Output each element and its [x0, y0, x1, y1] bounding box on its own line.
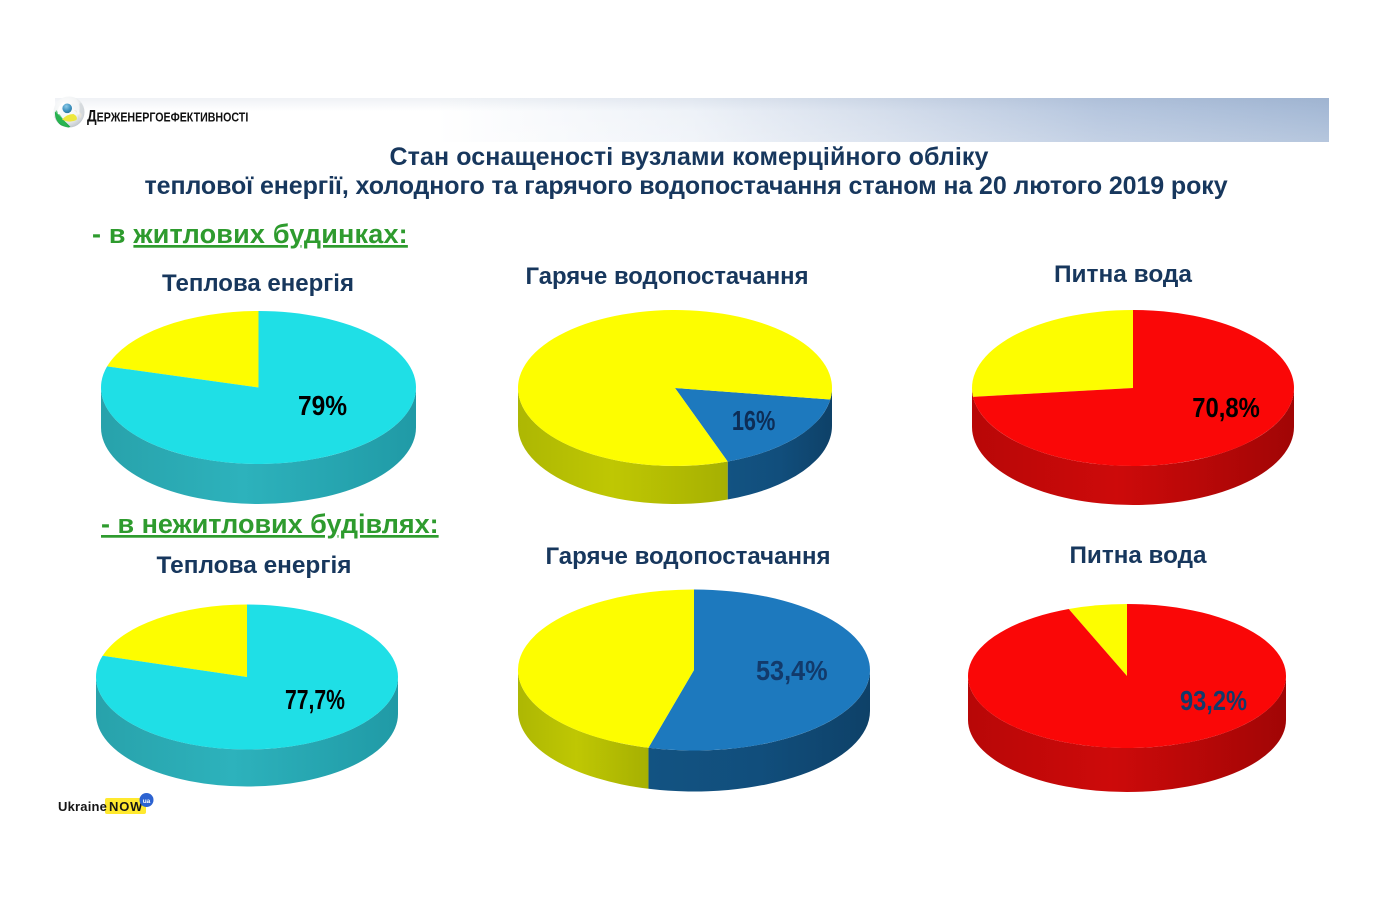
svg-text:79%: 79%	[298, 390, 347, 421]
svg-text:Теплова енергія: Теплова енергія	[157, 552, 352, 579]
svg-text:53,4%: 53,4%	[756, 655, 828, 686]
svg-text:NOW: NOW	[109, 799, 143, 814]
svg-text:Стан оснащеності вузлами ком: Стан оснащеності вузлами комерційного об…	[389, 143, 988, 171]
svg-text:93,2%: 93,2%	[1180, 685, 1247, 716]
svg-text:ua: ua	[143, 798, 151, 805]
svg-text:ДЕРЖЕНЕРГОЕФЕКТИВНОСТІ: ДЕРЖЕНЕРГОЕФЕКТИВНОСТІ	[87, 107, 248, 126]
svg-text:- в житлових будинках:: - в житлових будинках:	[92, 219, 408, 249]
svg-text:теплової енергії, холодного та: теплової енергії, холодного та гарячого …	[145, 172, 1228, 200]
svg-text:Гаряче водопостачання: Гаряче водопостачання	[546, 543, 831, 570]
svg-text:Теплова енергія: Теплова енергія	[162, 270, 354, 297]
svg-text:Питна вода: Питна вода	[1070, 542, 1208, 569]
svg-text:Ukraine: Ukraine	[58, 799, 107, 814]
svg-text:16%: 16%	[732, 405, 776, 436]
svg-text:77,7%: 77,7%	[285, 684, 345, 715]
svg-text:Гаряче водопостачання: Гаряче водопостачання	[526, 263, 809, 290]
svg-text:- в нежитлових будівлях:: - в нежитлових будівлях:	[101, 509, 439, 539]
svg-text:70,8%: 70,8%	[1192, 392, 1260, 423]
svg-text:Питна вода: Питна вода	[1054, 261, 1193, 288]
